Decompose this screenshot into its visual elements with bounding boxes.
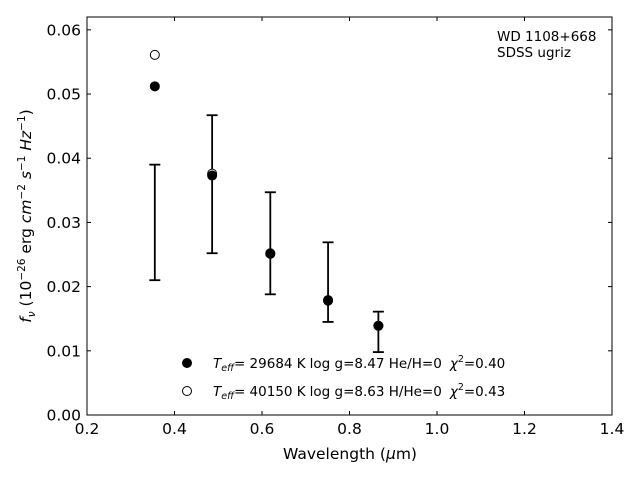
data-point-filled bbox=[149, 81, 160, 92]
axis-ticks: 0.2 0.4 0.6 0.8 1.0 1.2 1.4 0.00 0.01 0.02 0.03 0.0… bbox=[46, 17, 624, 438]
legend-entry-2-params: log g=8.63 H/He=0 bbox=[310, 384, 442, 400]
x-tick-label: 1.2 bbox=[512, 420, 537, 438]
data-point-open bbox=[149, 49, 160, 60]
annotation-line-2: SDSS ugriz bbox=[497, 45, 571, 61]
legend-entry-2-chi: =0.43 bbox=[464, 384, 505, 400]
data-point-filled bbox=[265, 248, 276, 259]
y-tick-label: 0.03 bbox=[46, 214, 81, 232]
x-tick-label: 0.6 bbox=[250, 420, 275, 438]
x-tick-label: 0.8 bbox=[337, 420, 362, 438]
y-tick-label: 0.06 bbox=[46, 21, 81, 39]
y-tick-label: 0.04 bbox=[46, 150, 81, 168]
y-tick-label: 0.05 bbox=[46, 86, 81, 104]
y-axis-label: fν (10−26 erg cm−2 s−1 Hz−1) bbox=[16, 109, 38, 322]
legend-marker-filled bbox=[182, 358, 192, 368]
legend-entry-1-params: log g=8.47 He/H=0 bbox=[310, 356, 442, 372]
y-tick-label: 0.01 bbox=[46, 342, 81, 360]
plot-area bbox=[149, 49, 384, 353]
legend-marker-open bbox=[182, 386, 192, 396]
y-tick-label: 0.00 bbox=[46, 407, 81, 425]
data-point-filled bbox=[373, 320, 384, 331]
y-tick-label: 0.02 bbox=[46, 278, 81, 296]
x-tick-label: 0.4 bbox=[162, 420, 187, 438]
x-axis-label: Wavelength (μm) bbox=[283, 445, 417, 463]
legend-entry-1-chi: =0.40 bbox=[464, 356, 505, 372]
x-tick-label: 0.2 bbox=[75, 420, 100, 438]
data-point-filled bbox=[207, 170, 218, 181]
legend-entry-2-teff: = 40150 K bbox=[234, 384, 307, 400]
x-tick-label: 1.0 bbox=[425, 420, 450, 438]
annotation-line-1: WD 1108+668 bbox=[497, 29, 596, 45]
x-tick-label: 1.4 bbox=[600, 420, 625, 438]
legend-entry-1-teff: = 29684 K bbox=[234, 356, 307, 372]
data-point-filled bbox=[323, 295, 334, 306]
